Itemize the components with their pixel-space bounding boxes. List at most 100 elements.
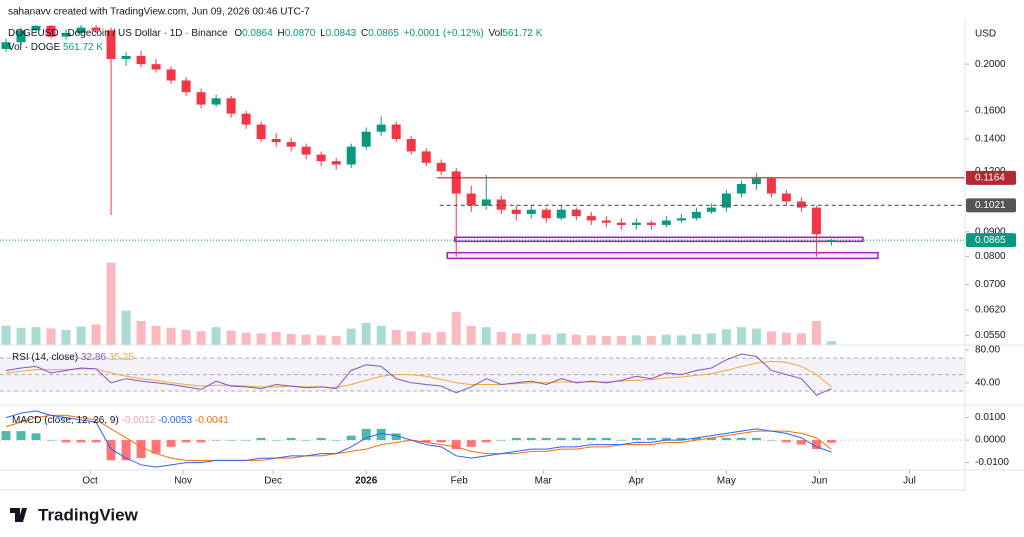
macd-histogram-bar xyxy=(106,440,116,461)
volume-bar xyxy=(286,334,296,345)
macd-histogram-bar xyxy=(166,440,176,447)
volume-bar xyxy=(631,335,641,345)
volume-bar xyxy=(211,327,221,345)
volume-bar xyxy=(646,336,656,345)
volume-bar xyxy=(136,321,146,345)
volume-bar xyxy=(391,329,401,345)
currency: USD xyxy=(975,29,996,40)
volume-bar xyxy=(316,335,326,345)
volume-bar xyxy=(166,327,176,345)
volume-bar xyxy=(46,328,56,345)
candle-body xyxy=(136,55,146,65)
macd-histogram-bar xyxy=(31,433,41,441)
x-tick-label: Jul xyxy=(903,476,916,487)
candle-body xyxy=(16,30,26,43)
volume-title: Vol · DOGE xyxy=(8,42,61,53)
macd-histogram-bar xyxy=(706,437,716,441)
rsi-line xyxy=(5,353,832,396)
macd-histogram-bar xyxy=(421,440,431,443)
candle-body xyxy=(361,131,371,147)
candle-body xyxy=(616,222,626,225)
o-value: 0.0864 xyxy=(242,28,273,39)
volume-bar xyxy=(526,334,536,345)
level-label: 0.1164 xyxy=(975,172,1005,183)
candle-body xyxy=(571,209,581,217)
volume-bar xyxy=(226,330,236,345)
macd-histogram-bar xyxy=(241,440,251,441)
x-tick-label: May xyxy=(717,476,736,487)
candle-body xyxy=(646,222,656,225)
candle-body xyxy=(226,98,236,114)
macd-histogram-bar xyxy=(481,440,491,443)
macd-histogram-bar xyxy=(766,440,776,441)
macd-histogram-bar xyxy=(151,440,161,454)
candle-body xyxy=(421,151,431,163)
volume-bar xyxy=(451,312,461,345)
macd-histogram-bar xyxy=(781,440,791,443)
macd-histogram-bar xyxy=(511,437,521,441)
volume-bar xyxy=(181,329,191,345)
candle-body xyxy=(271,139,281,143)
volume-bar xyxy=(121,310,131,345)
macd-histogram-bar xyxy=(196,440,206,443)
macd-title: MACD (close, 12, 26, 9) xyxy=(12,415,119,426)
volume-bar xyxy=(511,333,521,345)
macd-histogram-bar xyxy=(721,437,731,441)
volume-bar xyxy=(106,262,116,345)
volume-bar xyxy=(496,331,506,345)
candle-body xyxy=(496,199,506,210)
volume-bar xyxy=(481,327,491,345)
candle-body xyxy=(736,184,746,194)
level-tag xyxy=(966,198,1016,213)
volume-bar xyxy=(751,328,761,345)
rsi-ma-value: 35.25 xyxy=(109,352,134,363)
price-pane xyxy=(1,25,879,345)
macd-histogram-bar xyxy=(76,440,86,443)
volume-bar xyxy=(421,332,431,345)
signal-value: -0.0041 xyxy=(195,415,229,426)
h-value: 0.0870 xyxy=(285,28,316,39)
volume-bar xyxy=(556,333,566,345)
macd-histogram-bar xyxy=(46,440,56,441)
macd-histogram-bar xyxy=(586,437,596,441)
macd-histogram-bar xyxy=(466,440,476,447)
candle-body xyxy=(661,220,671,225)
macd-tick-label: 0.0100 xyxy=(975,412,1006,423)
y-tick-label: 0.1400 xyxy=(975,134,1006,145)
candle-body xyxy=(31,25,41,31)
candle-body xyxy=(196,92,206,105)
macd-histogram-bar xyxy=(331,440,341,441)
macd-line xyxy=(5,410,832,468)
candle-body xyxy=(556,209,566,219)
rsi-tick-label: 40.00 xyxy=(975,377,1000,388)
macd-histogram-bar xyxy=(391,433,401,441)
macd-histogram-bar xyxy=(346,435,356,441)
vol-label: Vol xyxy=(488,28,502,39)
macd-histogram-bar xyxy=(136,440,146,459)
logo-text: TradingView xyxy=(38,505,139,524)
x-tick-label: Mar xyxy=(535,476,553,487)
candle-body xyxy=(526,209,536,214)
candle-body xyxy=(706,207,716,212)
macd-histogram-bar xyxy=(1,431,11,441)
volume-bar xyxy=(601,336,611,345)
candle-body xyxy=(406,139,416,152)
candle-body xyxy=(1,42,11,49)
macd-histogram-bar xyxy=(256,437,266,441)
rsi-legend: RSI (14, close) 32.86 35.25 xyxy=(12,352,134,363)
volume-bar xyxy=(376,325,386,345)
volume-bar xyxy=(676,335,686,345)
macd-histogram-bar xyxy=(541,437,551,441)
volume-bar xyxy=(91,324,101,345)
candle-body xyxy=(436,162,446,172)
price-label: 0.0865 xyxy=(975,235,1006,246)
macd-histogram-bar xyxy=(736,437,746,441)
macd-histogram-bar xyxy=(826,440,836,443)
macd-histogram-bar xyxy=(451,440,461,450)
volume-bar xyxy=(31,327,41,345)
volume-bar xyxy=(436,331,446,345)
candle-body xyxy=(511,209,521,214)
symbol-legend: DOGEUSD · Dogecoin / US Dollar · 1D · Bi… xyxy=(8,28,543,39)
logo-icon xyxy=(10,508,27,522)
level-tag xyxy=(966,170,1016,185)
